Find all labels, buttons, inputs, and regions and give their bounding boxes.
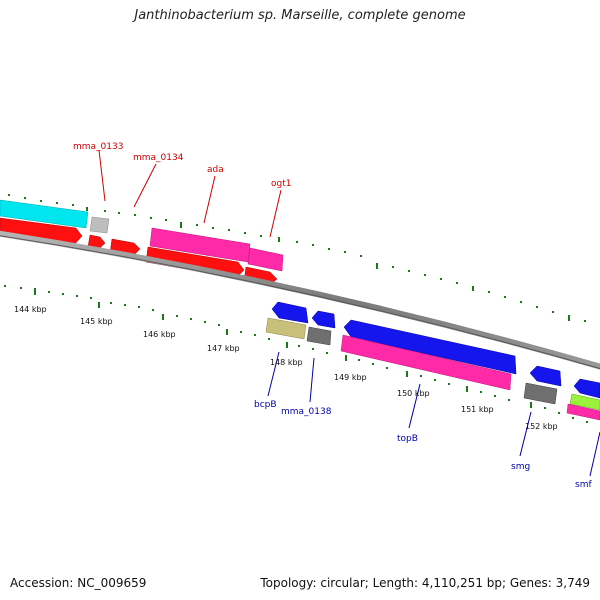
- gene-topB-blue: [343, 319, 517, 375]
- tick-label: 145 kbp: [80, 317, 113, 326]
- gene-label-smf: smf: [575, 480, 592, 490]
- reverse-leader-lines: [267, 351, 600, 477]
- tick-label: 150 kbp: [397, 389, 430, 398]
- forward-strand-track-2: [0, 217, 278, 286]
- forward-gene-labels: mma_0133 mma_0134 ada ogt1: [73, 142, 291, 189]
- gene-red-1: [0, 217, 83, 246]
- gene-blue-1: [271, 301, 309, 324]
- forward-leader-lines: [98, 149, 282, 238]
- genome-backbone: [0, 230, 600, 370]
- tick-label: 148 kbp: [270, 358, 303, 367]
- tick-label: 146 kbp: [143, 330, 176, 339]
- topology-summary: Topology: circular; Length: 4,110,251 bp…: [260, 576, 590, 590]
- inner-dotted-track: [4, 285, 588, 423]
- gene-cyan: [0, 199, 89, 229]
- gene-mma-0138-grey: [306, 326, 332, 346]
- forward-strand-track-1: [0, 199, 284, 272]
- gene-smf-green: [569, 393, 600, 411]
- gene-blue-2: [311, 310, 336, 329]
- gene-label-smg: smg: [511, 462, 530, 472]
- gene-label-ogt1: ogt1: [271, 179, 291, 189]
- tick-label: 151 kbp: [461, 405, 494, 414]
- tick-label: 149 kbp: [334, 373, 367, 382]
- gene-grey-smg: [523, 382, 558, 405]
- map-title: Janthinobacterium sp. Marseille, complet…: [134, 8, 466, 23]
- tick-labels: 144 kbp 145 kbp 146 kbp 147 kbp 148 kbp …: [14, 305, 558, 431]
- gene-ogt1-pink: [247, 247, 284, 272]
- gene-label-mma-0138: mma_0138: [281, 407, 332, 417]
- reverse-strand-track-1: [271, 301, 600, 399]
- gene-blue-5: [573, 378, 600, 399]
- reverse-strand-track-2: [265, 317, 600, 421]
- tick-label: 144 kbp: [14, 305, 47, 314]
- tick-label: 152 kbp: [525, 422, 558, 431]
- gene-smf-pink: [566, 403, 600, 421]
- tick-label: 147 kbp: [207, 344, 240, 353]
- gene-label-topB: topB: [397, 434, 418, 444]
- gene-smg-blue: [529, 365, 562, 387]
- gene-label-bcpB: bcpB: [254, 400, 277, 410]
- gene-bcpB-olive: [265, 317, 307, 340]
- gene-label-mma-0133: mma_0133: [73, 142, 123, 152]
- gene-label-ada: ada: [207, 165, 224, 175]
- gene-pink-long: [340, 334, 512, 391]
- accession-label: Accession: NC_009659: [10, 576, 147, 590]
- reverse-gene-labels: bcpB mma_0138 topB smg smf: [254, 400, 592, 490]
- outer-dotted-track: [8, 194, 586, 322]
- gene-red-2: [87, 234, 106, 250]
- gene-mma-0133-grey: [89, 216, 110, 234]
- gene-label-mma-0134: mma_0134: [133, 153, 184, 163]
